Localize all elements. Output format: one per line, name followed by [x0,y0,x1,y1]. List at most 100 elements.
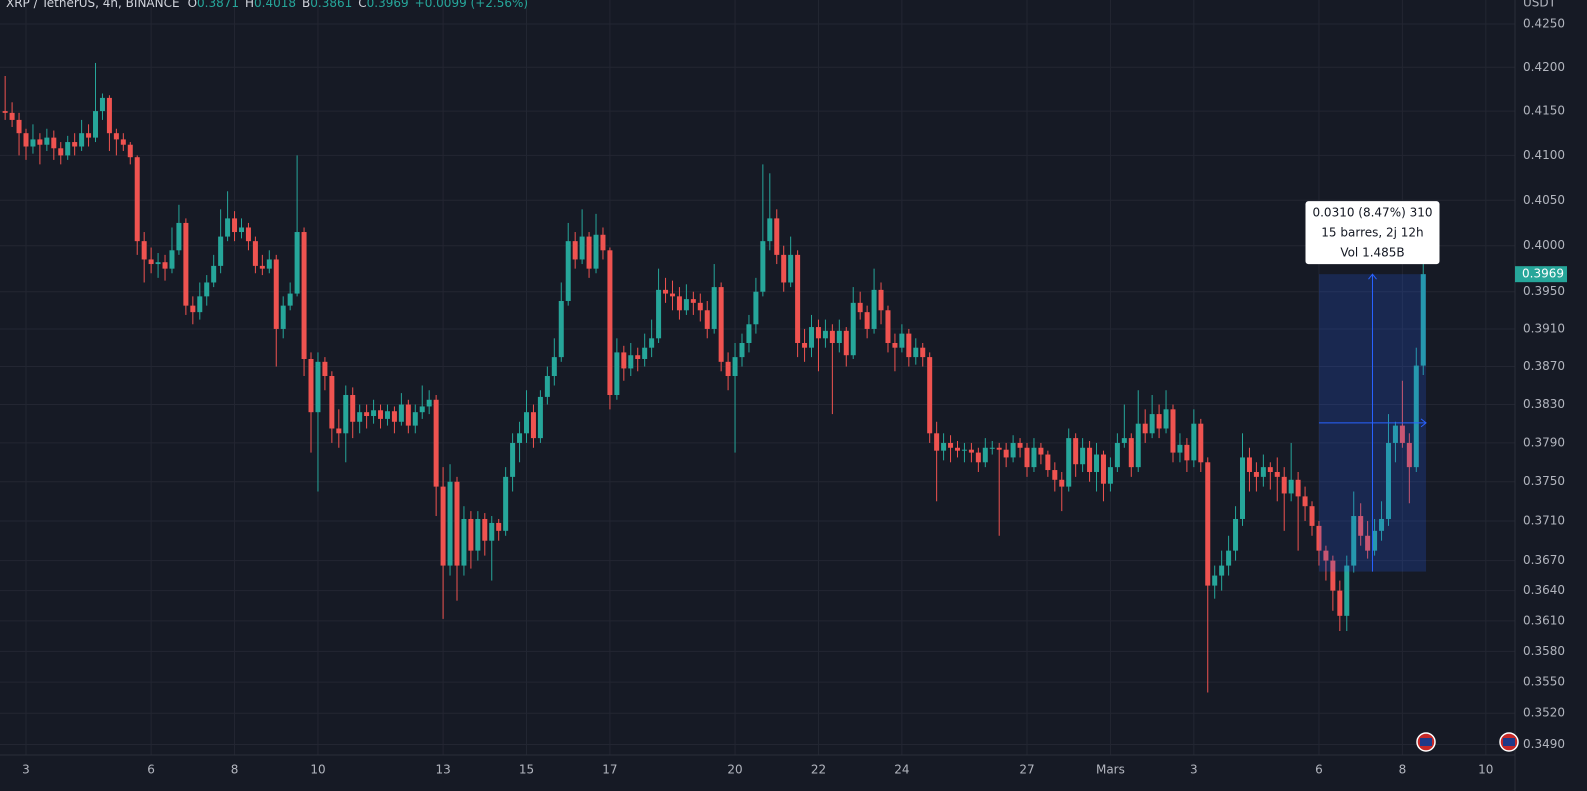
candle-body [454,481,460,566]
candle-body [1212,575,1218,586]
x-tick-label: 15 [519,763,534,777]
x-tick-label: 6 [147,763,155,777]
y-tick-label: 0.4250 [1523,17,1565,31]
candle-body [378,410,384,419]
candle-body [447,481,453,566]
candle-body [384,411,390,419]
candle-body [44,137,50,145]
candle-body [461,518,467,566]
candle-body [1107,467,1113,484]
y-tick-label: 0.3870 [1523,359,1565,373]
candle-body [1267,467,1273,472]
candle-body [1121,438,1127,443]
candle-body [1052,470,1058,480]
candle-body [544,376,550,397]
measure-arrowhead [1420,418,1427,428]
candle-body [287,293,293,306]
ohlc-label: H [245,0,254,10]
x-tick-label: 13 [435,763,450,777]
candle-body [1198,423,1204,463]
candle-body [954,447,960,451]
ohlc-value: 0.3871 [197,0,239,10]
candle-body [2,111,8,113]
candle-body [871,289,877,329]
last-price-label: 0.3969 [1522,267,1564,281]
candle-body [1358,516,1364,536]
candle-body [941,442,947,451]
candle-body [885,310,891,343]
candle-body [1274,471,1280,477]
candle-body [468,518,474,551]
candle-body [1024,447,1030,468]
candle-body [1295,479,1301,497]
x-tick-label: 8 [231,763,239,777]
candle-body [1302,496,1308,507]
last-price-badge [1515,266,1567,283]
grid [0,0,1515,755]
candle-body [419,406,425,413]
candle-body [760,241,766,292]
candle-body [1128,438,1134,468]
candle-body [72,142,78,147]
candle-body [1191,423,1197,461]
candle-body [398,404,404,422]
candle-body [920,347,926,358]
candle-body [204,282,210,297]
candle-body [1309,506,1315,526]
candle-body [718,287,724,362]
candle-body [822,330,828,339]
symbol-title: XRP / TetherUS, 4h, BINANCE [6,0,180,10]
x-tick-label: 6 [1315,763,1323,777]
candle-body [836,330,842,343]
candle-body [829,330,835,343]
candle-body [948,442,954,448]
candle-body [1073,438,1079,465]
y-tick-label: 0.3640 [1523,583,1565,597]
candle-body [65,142,71,156]
candle-body [857,302,863,313]
candle-body [1288,479,1294,494]
candle-body [225,218,231,237]
candle-body [635,355,641,359]
ohlc-value: 0.3969 [367,0,409,10]
candle-body [704,310,710,329]
candle-body [586,236,592,269]
y-tick-label: 0.3610 [1523,613,1565,627]
measure-label: Vol 1.485B [1340,246,1404,260]
candle-body [558,300,564,358]
candle-body [482,518,488,541]
candle-body [86,133,92,138]
candle-body [1413,365,1419,468]
y-tick-label: 0.3950 [1523,284,1565,298]
candle-body [1240,457,1246,519]
event-icon[interactable] [1499,732,1519,752]
candle-body [892,342,898,348]
candle-body [878,289,884,311]
candle-body [1205,462,1211,586]
candle-body [815,327,821,339]
candle-body [1316,525,1322,551]
event-icon[interactable] [1416,732,1436,752]
candle-body [176,222,182,251]
x-tick-label: Mars [1096,763,1125,777]
candle-body [1177,444,1183,453]
candle-body [669,293,675,297]
candle-body [1281,476,1287,494]
candle-body [600,234,606,251]
candle-body [134,157,140,242]
candle-body [788,254,794,283]
y-tick-label: 0.3910 [1523,321,1565,335]
candle-body [565,241,571,301]
measure-arrowhead [1368,273,1377,280]
candle-body [1219,565,1225,576]
candle-body [16,119,22,134]
candle-body [412,412,418,426]
candle-body [927,357,933,434]
candle-body [739,342,745,358]
y-tick-label: 0.3670 [1523,553,1565,567]
candle-body [1385,442,1391,519]
candle-body [1184,444,1190,461]
candle-body [350,395,356,422]
candle-body [711,287,717,329]
